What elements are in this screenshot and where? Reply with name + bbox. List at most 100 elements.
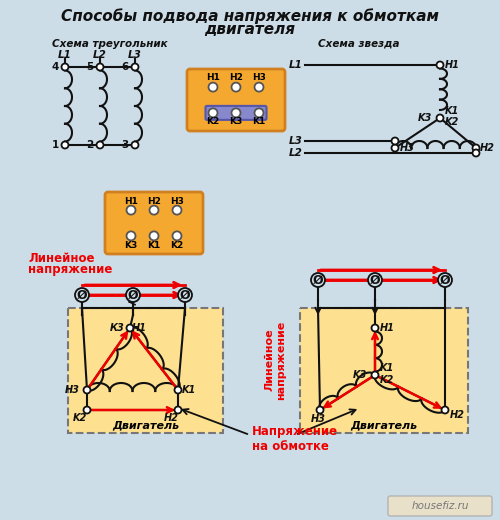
Circle shape — [436, 114, 444, 122]
Circle shape — [232, 83, 240, 92]
Circle shape — [126, 205, 136, 215]
Text: housefiz.ru: housefiz.ru — [411, 501, 469, 511]
Text: H2: H2 — [229, 73, 243, 83]
Text: двигателя: двигателя — [204, 22, 296, 37]
Text: K2: K2 — [445, 117, 459, 127]
Circle shape — [172, 205, 182, 215]
Text: Линейное: Линейное — [28, 252, 94, 265]
Text: Схема звезда: Схема звезда — [318, 39, 400, 49]
Circle shape — [438, 273, 452, 287]
Text: H2: H2 — [147, 197, 161, 205]
Text: K2: K2 — [380, 375, 394, 385]
Text: L3: L3 — [128, 50, 142, 60]
FancyBboxPatch shape — [388, 496, 492, 516]
Text: Линейное
напряжение: Линейное напряжение — [264, 320, 286, 400]
Text: 1: 1 — [52, 140, 59, 150]
Text: L3: L3 — [289, 136, 303, 146]
FancyBboxPatch shape — [206, 106, 266, 120]
Text: Ø: Ø — [128, 289, 138, 302]
Text: K3: K3 — [230, 118, 242, 126]
Circle shape — [150, 231, 158, 240]
Circle shape — [472, 150, 480, 157]
Text: Двигатель: Двигатель — [350, 420, 418, 430]
Circle shape — [62, 63, 68, 71]
Text: Ø: Ø — [440, 274, 450, 287]
Text: K1: K1 — [182, 385, 196, 395]
Text: 5: 5 — [86, 62, 94, 72]
Circle shape — [84, 407, 90, 413]
Text: Ø: Ø — [370, 274, 380, 287]
Text: 4: 4 — [52, 62, 59, 72]
Text: H1: H1 — [132, 323, 147, 333]
FancyBboxPatch shape — [68, 308, 223, 433]
Circle shape — [132, 141, 138, 149]
Text: L2: L2 — [289, 148, 303, 158]
Text: L1: L1 — [58, 50, 72, 60]
Text: 6: 6 — [122, 62, 128, 72]
Text: K3: K3 — [124, 240, 138, 250]
Text: L2: L2 — [93, 50, 107, 60]
Text: K1: K1 — [148, 240, 160, 250]
Circle shape — [311, 273, 325, 287]
Circle shape — [372, 324, 378, 332]
Circle shape — [208, 108, 218, 118]
FancyBboxPatch shape — [300, 308, 468, 433]
Circle shape — [178, 288, 192, 302]
Text: H3: H3 — [252, 73, 266, 83]
Circle shape — [254, 108, 264, 118]
Text: Схема треугольник: Схема треугольник — [52, 39, 168, 49]
Text: K2: K2 — [206, 118, 220, 126]
Text: K3: K3 — [353, 370, 367, 380]
Circle shape — [368, 273, 382, 287]
Text: Ø: Ø — [76, 289, 88, 302]
Circle shape — [208, 83, 218, 92]
Circle shape — [150, 205, 158, 215]
Text: H2: H2 — [164, 413, 179, 423]
Circle shape — [96, 141, 103, 149]
Text: Ø: Ø — [180, 289, 190, 302]
Text: Двигатель: Двигатель — [112, 420, 179, 430]
Circle shape — [232, 108, 240, 118]
Text: H2: H2 — [480, 143, 495, 153]
Circle shape — [436, 61, 444, 69]
Circle shape — [126, 231, 136, 240]
Text: K2: K2 — [170, 240, 183, 250]
Text: H1: H1 — [380, 323, 395, 333]
Text: K2: K2 — [73, 413, 88, 423]
Text: H3: H3 — [170, 197, 184, 205]
Circle shape — [96, 63, 103, 71]
Text: 3: 3 — [122, 140, 128, 150]
Text: H3: H3 — [65, 385, 80, 395]
Text: L1: L1 — [289, 60, 303, 70]
Text: Напряжение
на обмотке: Напряжение на обмотке — [252, 425, 338, 453]
Text: H1: H1 — [206, 73, 220, 83]
Circle shape — [392, 145, 398, 151]
Circle shape — [472, 145, 480, 151]
Text: K1: K1 — [380, 363, 394, 373]
Text: K1: K1 — [252, 118, 266, 126]
Text: H3: H3 — [310, 414, 326, 424]
Circle shape — [62, 141, 68, 149]
Circle shape — [174, 386, 182, 394]
Text: H2: H2 — [450, 410, 465, 420]
Circle shape — [132, 63, 138, 71]
FancyBboxPatch shape — [105, 192, 203, 254]
Text: напряжение: напряжение — [28, 264, 112, 277]
Text: Способы подвода напряжения к обмоткам: Способы подвода напряжения к обмоткам — [61, 8, 439, 24]
Circle shape — [254, 83, 264, 92]
Circle shape — [372, 371, 378, 379]
Text: К3: К3 — [110, 323, 125, 333]
Text: H3: H3 — [400, 143, 415, 153]
Circle shape — [392, 137, 398, 145]
Circle shape — [126, 324, 134, 332]
Text: K1: K1 — [445, 106, 459, 116]
Circle shape — [75, 288, 89, 302]
Text: H1: H1 — [124, 197, 138, 205]
Circle shape — [126, 288, 140, 302]
Circle shape — [174, 407, 182, 413]
Circle shape — [84, 386, 90, 394]
Text: H1: H1 — [445, 60, 460, 70]
FancyBboxPatch shape — [187, 69, 285, 131]
Circle shape — [172, 231, 182, 240]
Text: 2: 2 — [86, 140, 94, 150]
